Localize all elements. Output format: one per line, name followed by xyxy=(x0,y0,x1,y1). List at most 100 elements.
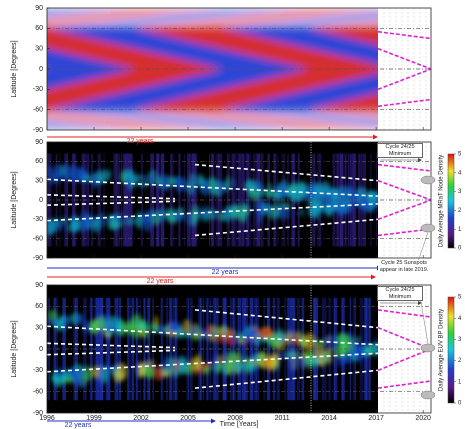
stripe xyxy=(135,297,138,401)
colorbar-tick-label: 5 xyxy=(458,152,462,158)
blob xyxy=(282,180,288,197)
blob xyxy=(275,328,285,345)
y-tick-label: -60 xyxy=(33,236,43,243)
blob xyxy=(264,355,277,370)
blob xyxy=(50,218,56,235)
band xyxy=(221,10,378,29)
blob xyxy=(120,170,128,184)
blob xyxy=(184,365,194,376)
blob xyxy=(375,337,378,355)
blob xyxy=(226,329,235,346)
y-tick-label: 30 xyxy=(35,46,43,53)
blob xyxy=(367,343,378,353)
stripe xyxy=(85,153,89,247)
blob xyxy=(135,361,141,377)
stripe xyxy=(234,153,238,247)
blob xyxy=(147,366,153,380)
blob xyxy=(362,197,371,212)
stripe xyxy=(107,297,111,401)
y-tick-label: -30 xyxy=(33,367,43,374)
blob xyxy=(143,174,153,184)
blob xyxy=(56,370,62,379)
colorbar-label: Daily Average EUV BP Density xyxy=(439,309,445,391)
blob xyxy=(256,207,263,224)
band xyxy=(134,69,378,110)
stripe xyxy=(243,297,247,401)
blob xyxy=(137,181,150,188)
stripe xyxy=(98,297,102,401)
annotation: 22 years xyxy=(65,422,92,429)
bands xyxy=(47,8,378,130)
colorbar-tick-label: 1 xyxy=(458,227,462,233)
annotation: Cycle 24/25 Minimum xyxy=(377,143,423,158)
stripe xyxy=(97,153,102,247)
band xyxy=(308,20,378,29)
x-tick-label: 1999 xyxy=(86,415,102,422)
blob xyxy=(78,220,88,233)
stripe xyxy=(87,153,90,247)
y-tick-label: 0 xyxy=(39,346,43,353)
blob xyxy=(218,212,227,222)
blob xyxy=(265,189,273,198)
blob xyxy=(173,210,186,222)
stripe xyxy=(193,153,198,247)
stripe xyxy=(50,153,53,247)
blob xyxy=(204,361,211,369)
stripe xyxy=(140,153,143,247)
stripe xyxy=(143,297,146,401)
blob xyxy=(218,354,224,365)
blob xyxy=(341,338,348,355)
stripe xyxy=(215,153,218,247)
blob xyxy=(247,330,253,344)
blob xyxy=(200,184,205,195)
blob xyxy=(199,361,205,374)
y-axis-label: Latitude [Degrees] xyxy=(11,40,18,97)
blob xyxy=(213,326,220,338)
stripe xyxy=(160,153,165,247)
reference-lines xyxy=(47,305,431,393)
stripe xyxy=(113,153,116,247)
colorbar-tick-label: 3 xyxy=(458,337,462,343)
blob xyxy=(75,313,85,324)
band xyxy=(134,109,378,130)
blob xyxy=(47,317,59,326)
band xyxy=(47,69,309,110)
stripe xyxy=(170,153,175,247)
stripe xyxy=(296,297,300,401)
y-tick-label: 90 xyxy=(35,282,43,289)
stripe xyxy=(222,297,225,401)
colorbar-tick-label: 0 xyxy=(458,246,462,252)
blob xyxy=(278,352,287,360)
blob xyxy=(74,370,86,389)
stripe xyxy=(214,297,219,401)
bands xyxy=(47,309,378,389)
blob xyxy=(62,369,72,380)
blob xyxy=(98,211,106,228)
blob xyxy=(97,315,106,331)
stripe xyxy=(206,297,209,401)
stripe xyxy=(90,297,93,401)
y-tick-label: -60 xyxy=(33,107,43,114)
blob xyxy=(215,360,221,375)
blob xyxy=(307,351,314,369)
blob xyxy=(89,318,100,335)
stripe xyxy=(151,153,153,247)
x-tick-label: 2005 xyxy=(180,415,196,422)
projection-line xyxy=(377,309,432,389)
y-tick-label: 60 xyxy=(35,158,43,165)
blob xyxy=(173,359,179,373)
blob xyxy=(93,220,99,228)
blob xyxy=(232,204,243,216)
projection-line xyxy=(377,163,432,237)
blob xyxy=(352,344,363,360)
colorbar xyxy=(447,153,455,249)
blob xyxy=(47,220,51,227)
heatmap xyxy=(47,285,378,413)
y-axis-label: Latitude [Degrees] xyxy=(11,171,18,228)
stripe xyxy=(266,297,270,401)
blob xyxy=(259,188,268,196)
blob xyxy=(143,214,153,233)
reference-lines xyxy=(47,160,431,240)
